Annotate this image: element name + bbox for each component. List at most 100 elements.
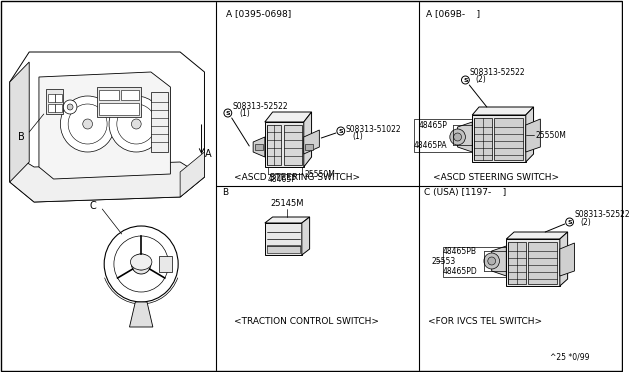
Bar [99,90,119,100]
Bar [493,118,523,160]
Polygon shape [302,217,310,255]
Bar [97,87,141,117]
Text: 48465PB: 48465PB [443,247,477,256]
Text: A [0395-0698]: A [0395-0698] [226,10,291,19]
Bar [474,118,492,160]
Ellipse shape [131,254,152,270]
Bar [284,125,302,165]
Circle shape [109,96,164,152]
Text: 48465PD: 48465PD [443,266,477,276]
Polygon shape [10,52,204,202]
Circle shape [488,257,495,265]
Polygon shape [129,302,153,327]
Circle shape [450,129,465,145]
Text: 48465P: 48465P [268,174,296,183]
Polygon shape [526,107,534,162]
Circle shape [67,104,73,110]
Polygon shape [265,112,312,122]
Text: S: S [567,219,572,224]
Polygon shape [10,62,29,182]
Bar [305,144,312,150]
Polygon shape [472,107,534,115]
Circle shape [224,109,232,117]
Polygon shape [304,130,319,154]
Text: <TRACTION CONTROL SWITCH>: <TRACTION CONTROL SWITCH> [234,317,379,327]
Text: 25553: 25553 [431,257,456,266]
Polygon shape [253,137,265,157]
Text: S: S [339,128,343,134]
Circle shape [454,133,461,141]
Bar [48,104,54,112]
Circle shape [566,218,573,226]
Circle shape [131,119,141,129]
Text: 48465PA: 48465PA [414,141,447,150]
Bar [99,103,140,115]
Bar [56,104,62,112]
Text: <ASCD STEERING SWITCH>: <ASCD STEERING SWITCH> [234,173,360,182]
Text: B: B [17,132,24,142]
Bar [151,92,168,152]
Text: S08313-52522: S08313-52522 [233,102,289,110]
Polygon shape [265,217,310,223]
Text: 25550M: 25550M [305,170,335,179]
Circle shape [60,96,115,152]
Circle shape [68,104,107,144]
Circle shape [337,127,345,135]
Text: S: S [225,110,230,115]
Bar [48,94,54,102]
Polygon shape [265,122,304,167]
Text: 25550M: 25550M [536,131,566,140]
Circle shape [484,253,499,269]
Polygon shape [458,122,472,152]
Circle shape [104,226,178,302]
Polygon shape [560,232,568,286]
Text: (2): (2) [475,74,486,83]
Polygon shape [492,246,506,276]
Text: S08313-52522: S08313-52522 [575,209,630,218]
Text: S: S [463,77,468,83]
Bar [56,94,62,102]
Bar [528,242,557,284]
Text: <ASCD STEERING SWITCH>: <ASCD STEERING SWITCH> [433,173,559,182]
Bar [267,125,282,165]
Text: ^25 *0/99: ^25 *0/99 [550,353,589,362]
Text: 25145M: 25145M [271,199,304,208]
Text: C: C [89,201,96,211]
Circle shape [117,104,156,144]
Text: (2): (2) [580,218,591,227]
Circle shape [135,258,147,270]
Bar [255,144,263,150]
Text: S08313-52522: S08313-52522 [469,67,525,77]
Polygon shape [560,243,575,276]
Text: (1): (1) [353,131,364,141]
Text: <FOR IVCS TEL SWITCH>: <FOR IVCS TEL SWITCH> [428,317,543,327]
Bar [508,242,526,284]
Polygon shape [526,119,540,152]
Polygon shape [180,152,204,197]
Bar [267,245,300,253]
Bar [121,90,140,100]
Bar [265,223,302,255]
Circle shape [114,236,168,292]
Circle shape [83,119,93,129]
Text: B: B [222,187,228,196]
Text: 48465P: 48465P [419,121,447,129]
Polygon shape [10,152,204,202]
Circle shape [461,76,469,84]
Bar [159,256,172,272]
Text: S08313-51022: S08313-51022 [346,125,401,134]
Text: A [069B-    ]: A [069B- ] [426,10,481,19]
Polygon shape [304,112,312,167]
Bar [443,247,506,277]
Circle shape [131,254,151,274]
Polygon shape [506,239,560,286]
Bar [414,119,472,152]
Text: A: A [204,149,211,159]
Polygon shape [39,72,170,179]
Text: C (USA) [1197-    ]: C (USA) [1197- ] [424,187,506,196]
Circle shape [63,100,77,114]
Bar [46,89,63,114]
Polygon shape [472,115,526,162]
Polygon shape [506,232,568,239]
Text: (1): (1) [239,109,250,118]
